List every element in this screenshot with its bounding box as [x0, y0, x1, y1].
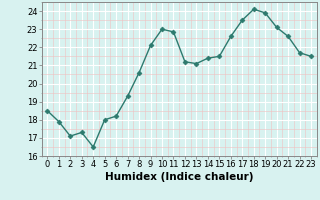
- X-axis label: Humidex (Indice chaleur): Humidex (Indice chaleur): [105, 172, 253, 182]
